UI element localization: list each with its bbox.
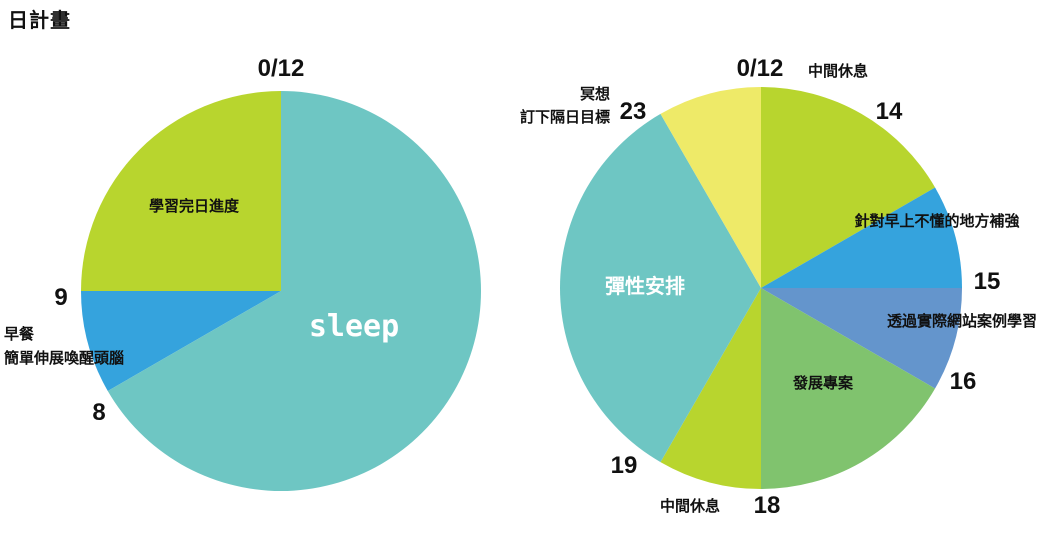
hour-label-18: 18: [754, 492, 781, 519]
pie-slice-case-study: [761, 288, 962, 389]
segment-label-break-1: 中間休息: [808, 62, 868, 80]
pie-slice-break-1: [761, 87, 936, 288]
segment-label-breakfast-line2: 簡單伸展喚醒頭腦: [4, 349, 124, 367]
hour-label-15: 15: [974, 268, 1001, 295]
segment-label-meditate-line1: 冥想: [580, 85, 610, 103]
segment-label-project: 發展專案: [792, 374, 854, 392]
hour-label-19: 19: [611, 452, 638, 479]
segment-label-breakfast-line1: 早餐: [4, 325, 35, 343]
pie-slice-meditate: [660, 87, 761, 288]
pie-slice-sleep: [107, 91, 481, 491]
left-pie: [81, 91, 481, 491]
pie-slice-breakfast: [81, 291, 281, 391]
pie-slice-flex: [560, 113, 761, 463]
segment-label-break-2: 中間休息: [660, 497, 720, 515]
right-pie: [560, 87, 962, 489]
pie-slice-break-2: [660, 288, 761, 489]
hour-label-top-right: 0/12: [737, 55, 784, 82]
pie-slice-project: [761, 288, 936, 489]
hour-label-top-left: 0/12: [258, 55, 305, 82]
pie-slice-review: [761, 187, 962, 288]
hour-label-14: 14: [876, 98, 903, 125]
segment-label-study: 學習完日進度: [149, 197, 240, 215]
page-title: 日計畫: [8, 8, 71, 32]
hour-label-23: 23: [620, 98, 647, 125]
segment-label-sleep: sleep: [309, 309, 399, 344]
hour-label-8: 8: [92, 399, 105, 426]
segment-label-flex: 彈性安排: [605, 274, 685, 298]
hour-label-9: 9: [54, 284, 67, 311]
segment-label-review: 針對早上不懂的地方補強: [854, 212, 1019, 230]
hour-label-16: 16: [950, 368, 977, 395]
segment-label-case-study: 透過實際網站案例學習: [887, 312, 1037, 330]
segment-label-meditate-line2: 訂下隔日目標: [520, 108, 610, 126]
pie-slice-study: [81, 91, 281, 291]
